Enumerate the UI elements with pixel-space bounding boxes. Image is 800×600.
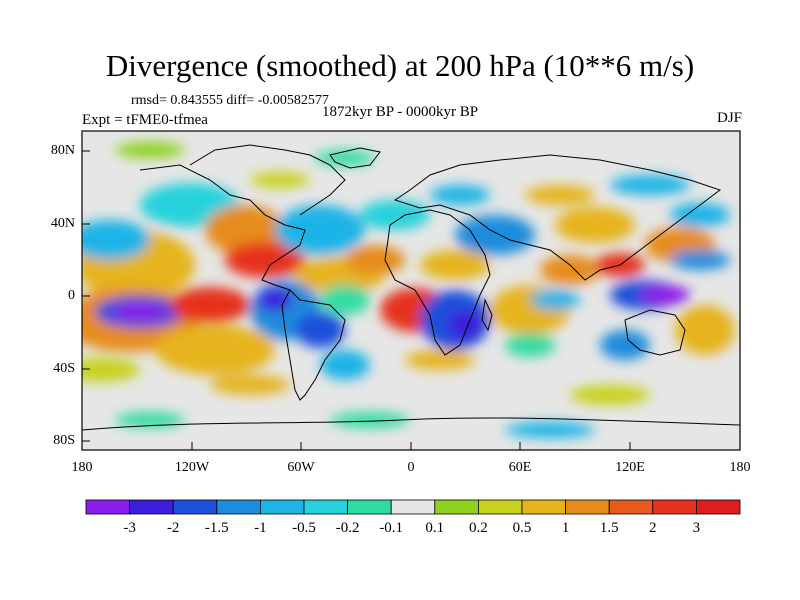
field-blob — [320, 350, 370, 380]
field-blob — [670, 250, 730, 270]
field-blob — [320, 285, 370, 315]
field-blob — [315, 150, 375, 166]
field-blob — [115, 412, 185, 428]
field-blob — [345, 245, 405, 275]
colorbar-label: 0.1 — [425, 520, 445, 536]
lon-tick-label: 180 — [729, 460, 751, 475]
field-blob — [257, 288, 293, 312]
axis-ticks — [81, 150, 741, 450]
field-blob — [555, 207, 635, 243]
colorbar-label: -3 — [123, 520, 136, 536]
field-blob — [640, 285, 690, 305]
field-blob — [530, 290, 580, 310]
colorbar-swatch — [521, 499, 566, 515]
colorbar-label: 1.5 — [599, 520, 619, 536]
field-blob — [525, 185, 595, 205]
field-blob — [115, 142, 185, 158]
lat-tick-label: 0 — [68, 288, 75, 303]
field-blob — [430, 185, 490, 205]
field-blob — [570, 385, 650, 405]
colorbar-swatch — [565, 499, 610, 515]
colorbar-label: -1.5 — [204, 520, 229, 536]
colorbar-label: 0.5 — [512, 520, 532, 536]
colorbar-swatch — [390, 499, 436, 515]
colorbar-label: 2 — [649, 520, 657, 536]
colorbar-label: 3 — [692, 520, 701, 536]
colorbar-swatch — [85, 499, 130, 515]
colorbar-swatch — [608, 499, 654, 515]
colorbar-swatch — [434, 499, 479, 515]
lat-tick-label: 80S — [53, 433, 75, 448]
field-blob — [330, 412, 410, 428]
field-blob — [675, 305, 735, 355]
field-blob — [360, 200, 430, 230]
lat-tick-label: 40N — [50, 216, 75, 231]
field-blob — [210, 375, 290, 395]
period-label: 1872kyr BP - 0000kyr BP — [322, 104, 479, 120]
colorbar-swatch — [216, 499, 261, 515]
colorbar-swatch — [652, 499, 697, 515]
colorbar-swatch — [129, 499, 174, 515]
colorbar-swatch — [303, 499, 348, 515]
experiment-label: Expt = tFME0-tfmea — [82, 112, 208, 128]
field-blob — [250, 172, 310, 188]
field-blob — [670, 203, 730, 227]
field-blob — [405, 350, 475, 370]
colorbar-label: -0.1 — [379, 520, 404, 536]
field-blob — [295, 312, 345, 348]
colorbar-label: -0.2 — [335, 520, 360, 536]
field-blob — [505, 333, 555, 357]
colorbar-label: -0.5 — [292, 520, 316, 536]
field-blob — [170, 287, 250, 323]
field-blob — [600, 330, 650, 360]
stats-text: rmsd= 0.843555 diff= -0.00582577 — [131, 93, 329, 108]
lon-tick-label: 60E — [508, 460, 532, 475]
colorbar-label: 0.2 — [469, 520, 488, 536]
lat-tick-label: 40S — [53, 361, 75, 376]
field-blob — [82, 220, 150, 260]
colorbar-swatch — [259, 499, 305, 515]
lon-tick-label: 60W — [287, 460, 315, 475]
field-blob — [225, 242, 305, 278]
lon-tick-label: 120W — [174, 460, 210, 475]
colorbar-label: -1 — [254, 520, 267, 536]
field-blob — [275, 205, 365, 255]
lat-tick-label: 80N — [50, 143, 75, 158]
field-blob — [455, 215, 535, 255]
colorbar-swatch — [347, 499, 392, 515]
lon-tick-label: 120E — [615, 460, 645, 475]
field-blob — [112, 303, 168, 321]
field-blob — [420, 250, 490, 280]
coastlines — [82, 144, 740, 431]
colorbar-swatch — [172, 499, 218, 515]
lon-tick-label: 0 — [407, 460, 415, 475]
colorbar-label: 1 — [561, 520, 570, 536]
season-label: DJF — [716, 110, 742, 126]
field-blob — [540, 255, 600, 285]
field-blob — [155, 325, 275, 375]
field-blob — [505, 422, 595, 438]
field-blob — [447, 311, 483, 339]
colorbar-label: -2 — [166, 520, 180, 536]
colorbar — [85, 499, 741, 515]
colorbar-swatch — [696, 499, 741, 515]
field-blob — [610, 175, 690, 195]
field-blob — [82, 358, 140, 382]
colorbar-swatch — [477, 499, 523, 515]
lon-tick-label: 180 — [71, 460, 93, 475]
map-title: Divergence (smoothed) at 200 hPa (10**6 … — [105, 48, 695, 83]
